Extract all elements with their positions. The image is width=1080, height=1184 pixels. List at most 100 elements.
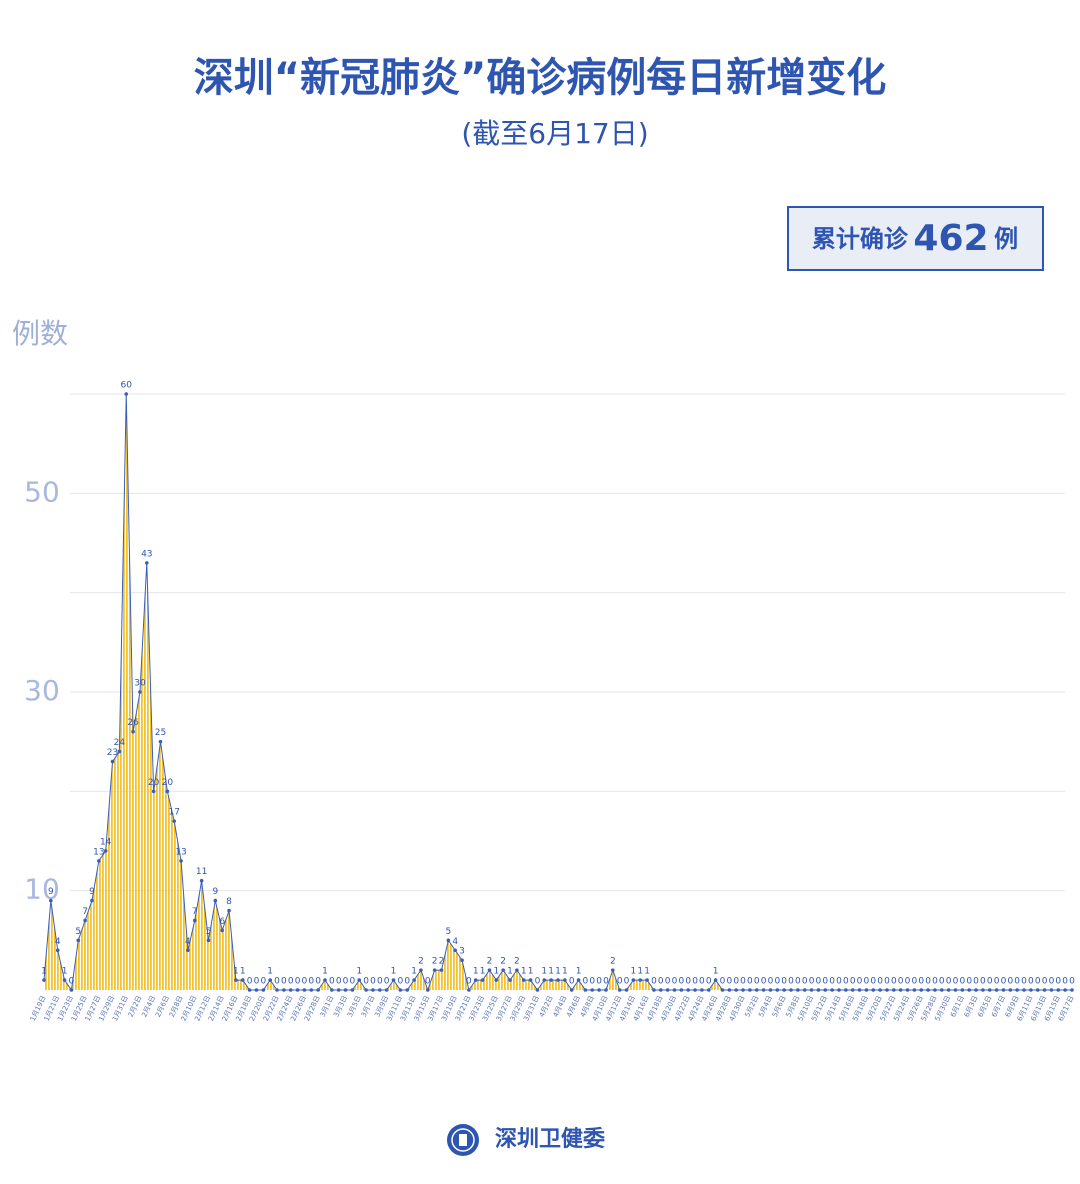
point <box>288 988 293 992</box>
value-label: 0 <box>260 977 266 987</box>
point <box>1049 988 1054 992</box>
value-label: 2 <box>500 957 506 967</box>
point <box>631 978 636 982</box>
point <box>343 988 348 992</box>
point <box>665 988 670 992</box>
source: 深圳卫健委 <box>495 1126 605 1152</box>
value-label: 0 <box>946 977 952 987</box>
value-label: 0 <box>884 977 890 987</box>
value-label: 0 <box>336 977 342 987</box>
value-label: 9 <box>89 887 95 897</box>
value-label: 6 <box>219 917 225 927</box>
point <box>597 988 601 992</box>
value-label: 7 <box>82 907 88 917</box>
total-box <box>787 206 1044 271</box>
point <box>583 988 588 992</box>
point <box>275 988 279 992</box>
point <box>748 988 752 992</box>
value-label: 1 <box>507 967 513 977</box>
point <box>446 938 451 943</box>
point <box>254 988 259 992</box>
value-label: 3 <box>459 947 465 957</box>
value-label: 4 <box>185 937 191 947</box>
value-label: 1 <box>644 967 650 977</box>
point <box>967 988 971 992</box>
value-label: 5 <box>75 927 81 937</box>
value-label: 1 <box>473 967 479 977</box>
point <box>199 878 204 883</box>
value-label: 0 <box>802 977 808 987</box>
value-label: 1 <box>576 967 582 977</box>
value-label: 0 <box>274 977 280 987</box>
point <box>186 948 190 953</box>
value-label: 0 <box>973 977 979 987</box>
point <box>700 988 704 992</box>
point <box>425 988 430 992</box>
point <box>645 978 649 982</box>
value-label: 1 <box>322 967 328 977</box>
point <box>97 859 101 863</box>
value-label: 1 <box>267 967 273 977</box>
value-label: 1 <box>480 967 486 977</box>
point <box>336 988 341 992</box>
point <box>686 988 691 992</box>
total-suffix: 例 <box>994 225 1018 253</box>
value-label: 0 <box>247 977 253 987</box>
value-label: 0 <box>363 977 369 987</box>
value-label: 0 <box>939 977 945 987</box>
point <box>508 978 512 982</box>
value-label: 5 <box>206 927 212 937</box>
value-label: 0 <box>781 977 787 987</box>
point <box>453 948 458 953</box>
value-label: 0 <box>959 977 965 987</box>
point <box>611 968 615 972</box>
value-label: 60 <box>121 381 133 391</box>
point <box>1001 988 1006 992</box>
value-label: 0 <box>1069 977 1075 987</box>
value-label: 1 <box>631 967 637 977</box>
point <box>987 988 992 992</box>
point <box>432 968 437 972</box>
point <box>69 988 74 992</box>
point <box>768 988 773 992</box>
value-label: 0 <box>1062 977 1068 987</box>
value-label: 0 <box>624 977 630 987</box>
value-label: 0 <box>583 977 589 987</box>
value-label: 43 <box>141 549 152 559</box>
point <box>974 988 978 992</box>
point <box>754 988 759 992</box>
value-label: 0 <box>891 977 897 987</box>
point <box>124 392 129 396</box>
point <box>350 988 355 992</box>
point <box>247 988 252 992</box>
value-label: 23 <box>107 748 118 758</box>
value-label: 13 <box>93 847 104 857</box>
point <box>1070 988 1074 992</box>
value-label: 0 <box>596 977 602 987</box>
point <box>467 988 471 992</box>
value-label: 0 <box>836 977 842 987</box>
value-label: 0 <box>918 977 924 987</box>
value-label: 0 <box>857 977 863 987</box>
point <box>364 988 368 992</box>
point <box>1022 988 1026 992</box>
point <box>302 988 307 992</box>
value-label: 0 <box>1014 977 1020 987</box>
value-label: 2 <box>610 957 616 967</box>
point <box>131 729 135 734</box>
value-label: 0 <box>678 977 684 987</box>
total-prefix: 累计确诊 <box>812 225 909 253</box>
value-label: 2 <box>432 957 438 967</box>
point <box>981 988 985 992</box>
point <box>823 988 828 992</box>
value-label: 0 <box>672 977 678 987</box>
point <box>919 988 924 992</box>
point <box>295 988 300 992</box>
point <box>734 988 738 992</box>
value-label: 11 <box>196 867 207 877</box>
value-label: 0 <box>466 977 472 987</box>
value-label: 20 <box>162 778 174 788</box>
point <box>761 988 766 992</box>
point <box>782 988 786 992</box>
value-label: 0 <box>747 977 753 987</box>
